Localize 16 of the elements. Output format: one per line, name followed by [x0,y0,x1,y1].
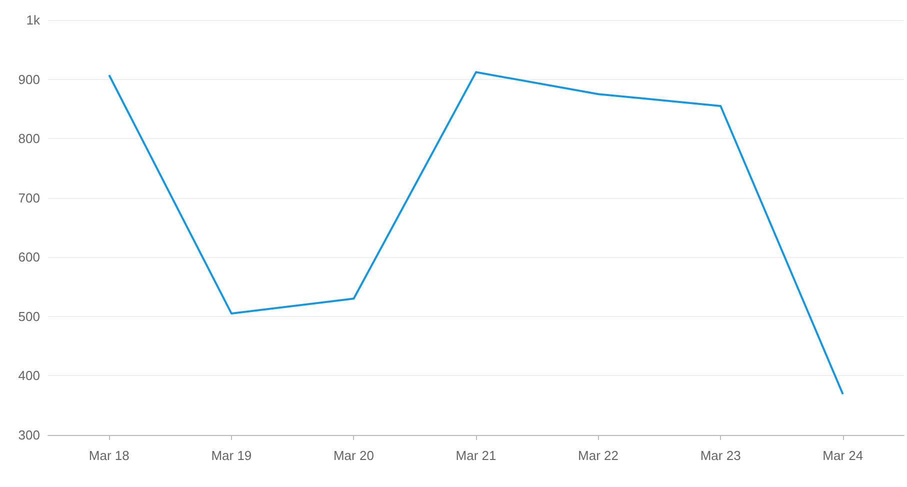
x-tick-label: Mar 22 [578,448,619,463]
x-tick-label: Mar 23 [700,448,741,463]
y-tick-label: 500 [18,308,40,324]
x-tick-label: Mar 20 [333,448,374,463]
x-tick-label: Mar 18 [88,448,130,463]
x-tick-label: Mar 19 [211,448,252,463]
y-tick-label: 400 [18,368,40,384]
x-tick-label: Mar 21 [456,448,496,463]
y-tick-label: 800 [18,131,40,146]
y-tick-label: 1k [26,12,40,28]
y-tick-label: 700 [18,190,40,206]
line-series [108,71,844,396]
y-tick-label: 900 [18,72,40,87]
y-tick-label: 300 [18,428,40,442]
x-tick-label: Mar 24 [822,448,864,463]
y-tick-label: 600 [18,250,40,265]
